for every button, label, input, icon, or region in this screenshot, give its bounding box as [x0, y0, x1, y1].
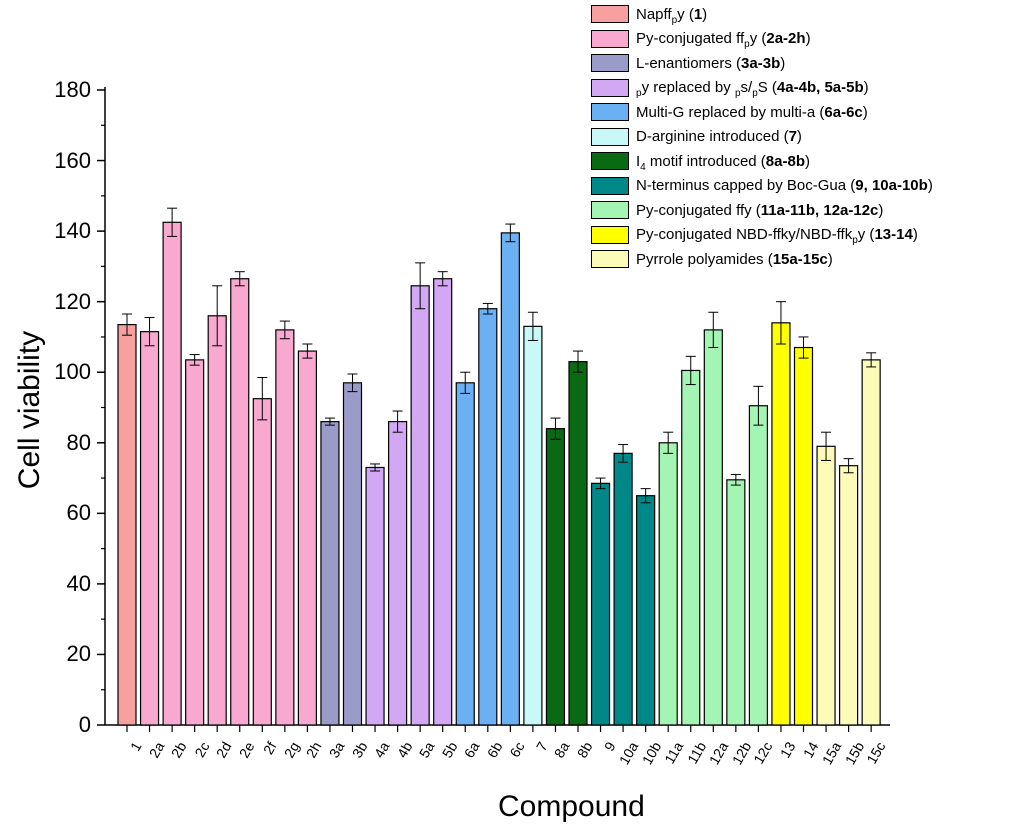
bar	[139, 331, 160, 726]
bar	[410, 285, 430, 726]
y-tick-label: 80	[66, 429, 91, 455]
bar	[636, 495, 656, 726]
bar	[365, 466, 385, 726]
bar	[681, 369, 701, 726]
bar	[545, 428, 566, 726]
y-axis-title: Cell viability	[13, 330, 46, 490]
legend-item: Napffpy (1)	[591, 2, 933, 27]
bar	[500, 232, 520, 726]
legend-item: I4 motif introduced (8a-8b)	[591, 149, 933, 174]
legend-label: Napffpy (1)	[636, 5, 708, 26]
y-tick-label: 100	[54, 359, 91, 385]
legend-swatch	[591, 29, 629, 48]
bar	[230, 278, 250, 726]
legend-label: Py-conjugated NBD-ffky/NBD-ffkpy (13-14)	[636, 226, 918, 247]
bar	[861, 359, 881, 726]
bar	[275, 329, 295, 726]
bar	[838, 465, 859, 726]
bar	[816, 445, 836, 726]
y-tick-label: 40	[66, 570, 91, 596]
legend-swatch	[591, 250, 629, 269]
legend-swatch	[591, 127, 629, 146]
legend-label: N-terminus capped by Boc-Gua (9, 10a-10b…	[636, 177, 933, 195]
y-tick-label: 160	[54, 147, 91, 173]
bar	[523, 325, 543, 726]
y-tick-label: 180	[54, 77, 91, 102]
bar	[207, 315, 227, 726]
legend-swatch	[591, 176, 629, 195]
legend-item: Multi-G replaced by multi-a (6a-6c)	[591, 100, 933, 125]
bar	[726, 479, 746, 726]
legend-label: py replaced by ps/pS (4a-4b, 5a-5b)	[636, 79, 869, 100]
legend-item: py replaced by ps/pS (4a-4b, 5a-5b)	[591, 76, 933, 101]
x-axis-title: Compound	[498, 790, 645, 823]
legend-swatch	[591, 225, 629, 244]
bar	[342, 382, 363, 726]
bar	[613, 452, 633, 726]
legend-item: D-arginine introduced (7)	[591, 125, 933, 150]
bar	[793, 346, 814, 726]
bar	[185, 359, 205, 726]
legend-item: L-enantiomers (3a-3b)	[591, 51, 933, 76]
bar	[455, 382, 475, 726]
bar	[568, 361, 588, 726]
bar	[388, 421, 408, 726]
bar	[658, 442, 678, 726]
bar	[252, 398, 272, 726]
bar	[478, 308, 498, 726]
legend-item: Py-conjugated NBD-ffky/NBD-ffkpy (13-14)	[591, 223, 933, 248]
bar	[748, 405, 769, 726]
bar	[433, 278, 453, 726]
bar	[162, 221, 182, 726]
legend: Napffpy (1) Py-conjugated ffpy (2a-2h) L-e…	[591, 2, 933, 272]
legend-swatch	[591, 5, 629, 24]
legend-swatch	[591, 54, 629, 73]
y-tick-label: 120	[54, 288, 91, 314]
legend-label: Multi-G replaced by multi-a (6a-6c)	[636, 103, 868, 121]
bar	[771, 322, 791, 726]
legend-label: Pyrrole polyamides (15a-15c)	[636, 250, 833, 268]
legend-item: Py-conjugated ffy (11a-11b, 12a-12c)	[591, 198, 933, 223]
legend-item: Py-conjugated ffpy (2a-2h)	[591, 27, 933, 52]
legend-item: Pyrrole polyamides (15a-15c)	[591, 247, 933, 272]
y-tick-label: 60	[66, 500, 91, 526]
bar	[590, 482, 611, 726]
legend-swatch	[591, 152, 629, 171]
legend-swatch	[591, 201, 629, 220]
y-tick-label: 140	[54, 218, 91, 244]
legend-label: I4 motif introduced (8a-8b)	[636, 152, 810, 173]
y-tick-label: 20	[66, 641, 91, 667]
legend-swatch	[591, 103, 629, 122]
bar	[703, 329, 723, 726]
bar	[297, 350, 317, 726]
legend-label: L-enantiomers (3a-3b)	[636, 54, 786, 72]
bar	[117, 323, 137, 726]
legend-item: N-terminus capped by Boc-Gua (9, 10a-10b…	[591, 174, 933, 199]
y-tick-label: 0	[78, 712, 91, 737]
legend-label: D-arginine introduced (7)	[636, 128, 802, 146]
bar	[320, 421, 340, 726]
legend-swatch	[591, 78, 629, 97]
legend-label: Py-conjugated ffpy (2a-2h)	[636, 30, 811, 51]
legend-label: Py-conjugated ffy (11a-11b, 12a-12c)	[636, 201, 884, 219]
